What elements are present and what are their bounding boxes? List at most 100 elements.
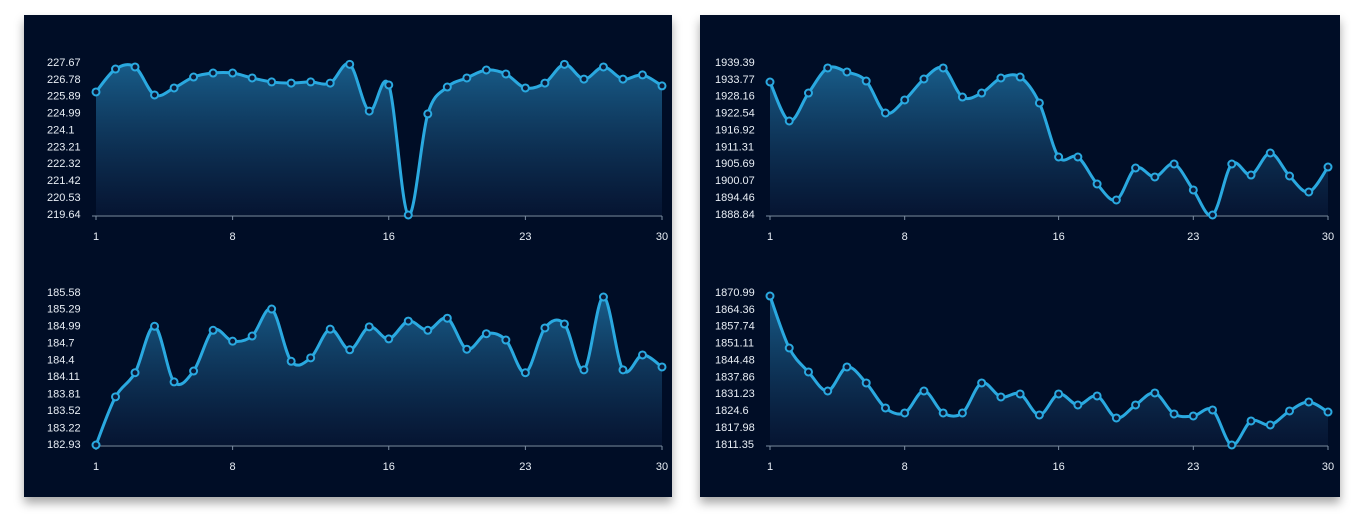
x-tick-label: 30 (656, 231, 668, 243)
point (1015, 389, 1025, 399)
y-tick-label: 224.99 (47, 108, 81, 120)
point (1073, 152, 1083, 162)
point (579, 74, 589, 84)
point (996, 73, 1006, 83)
point (559, 319, 569, 329)
point (442, 313, 452, 323)
point (189, 366, 199, 376)
point (559, 59, 569, 69)
point (1323, 162, 1333, 172)
point (1304, 397, 1314, 407)
point (462, 344, 472, 354)
x-tick-label: 16 (1052, 461, 1064, 473)
point (267, 77, 277, 87)
y-tick-label: 1824.6 (715, 405, 749, 417)
point (1227, 159, 1237, 169)
point (637, 70, 647, 80)
point (598, 292, 608, 302)
x-tick-label: 8 (230, 231, 236, 243)
y-tick-label: 1911.31 (715, 141, 754, 153)
point (765, 291, 775, 301)
point (345, 345, 355, 355)
point (900, 95, 910, 105)
y-tick-label: 1922.54 (715, 108, 755, 120)
point (481, 65, 491, 75)
point (1131, 400, 1141, 410)
x-tick-label: 8 (902, 231, 908, 243)
point (267, 304, 277, 314)
point (1150, 388, 1160, 398)
point (1092, 391, 1102, 401)
point (91, 440, 101, 450)
point (1246, 416, 1256, 426)
point (189, 72, 199, 82)
point (111, 392, 121, 402)
point (996, 392, 1006, 402)
point (861, 378, 871, 388)
y-tick-label: 221.42 (47, 175, 81, 187)
area (96, 63, 662, 216)
point (169, 377, 179, 387)
point (247, 73, 257, 83)
y-tick-label: 1905.69 (715, 158, 755, 170)
y-tick-label: 219.64 (47, 209, 81, 221)
point (111, 64, 121, 74)
x-tick-label: 1 (767, 461, 773, 473)
y-tick-label: 184.11 (47, 371, 80, 383)
x-tick-label: 1 (767, 231, 773, 243)
area (770, 66, 1328, 216)
x-tick-label: 30 (1322, 461, 1334, 473)
point (345, 59, 355, 69)
point (618, 74, 628, 84)
point (1169, 159, 1179, 169)
point (364, 106, 374, 116)
x-tick-label: 30 (656, 461, 668, 473)
y-tick-label: 183.81 (47, 388, 81, 400)
point (1227, 440, 1237, 450)
y-tick-label: 1851.11 (715, 338, 754, 350)
x-tick-label: 8 (902, 461, 908, 473)
point (657, 81, 667, 91)
x-tick-label: 23 (1187, 461, 1199, 473)
x-tick-label: 1 (93, 461, 99, 473)
point (880, 108, 890, 118)
point (1131, 163, 1141, 173)
y-tick-label: 1939.39 (715, 57, 755, 69)
point (403, 210, 413, 220)
y-tick-label: 1864.36 (715, 304, 755, 316)
x-tick-label: 23 (519, 231, 531, 243)
point (91, 87, 101, 97)
y-tick-label: 183.22 (47, 422, 81, 434)
point (306, 353, 316, 363)
point (1285, 406, 1295, 416)
y-tick-label: 1844.48 (715, 354, 755, 366)
point (919, 74, 929, 84)
point (1265, 148, 1275, 158)
point (1054, 389, 1064, 399)
point (1169, 409, 1179, 419)
point (1188, 411, 1198, 421)
point (208, 68, 218, 78)
point (1054, 152, 1064, 162)
point (803, 88, 813, 98)
point (977, 88, 987, 98)
x-tick-label: 16 (1052, 231, 1064, 243)
point (784, 116, 794, 126)
point (325, 78, 335, 88)
point (403, 316, 413, 326)
point (286, 78, 296, 88)
point (861, 76, 871, 86)
point (1188, 185, 1198, 195)
point (842, 362, 852, 372)
point (598, 62, 608, 72)
point (1092, 179, 1102, 189)
y-tick-label: 1837.86 (715, 371, 755, 383)
point (130, 368, 140, 378)
point (540, 78, 550, 88)
point (462, 73, 472, 83)
point (481, 329, 491, 339)
y-tick-label: 182.93 (47, 439, 81, 451)
point (1246, 170, 1256, 180)
